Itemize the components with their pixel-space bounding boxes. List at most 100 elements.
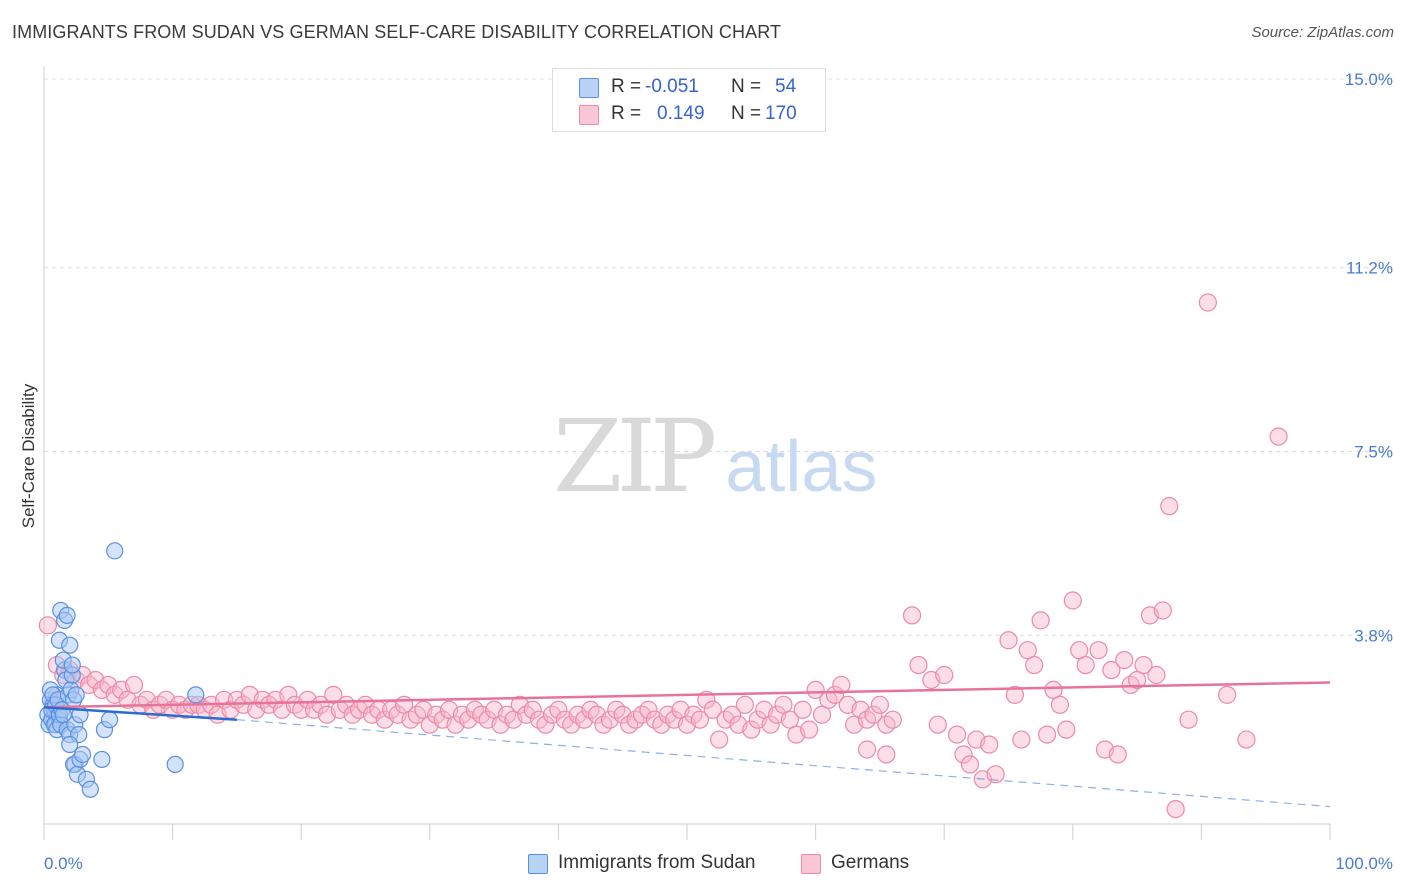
germans-point <box>857 740 877 759</box>
germans-point <box>800 720 819 739</box>
germans-point <box>1166 799 1185 819</box>
germans-point <box>1115 650 1134 670</box>
germans-point <box>883 710 902 729</box>
legend-r-value: -0.051 <box>645 76 699 97</box>
sudan-point <box>166 755 184 774</box>
bottom-legend-label-sudan: Immigrants from Sudan <box>558 852 756 873</box>
germans-point <box>1269 427 1288 446</box>
x-tick-label-max: 100.0% <box>1335 854 1393 873</box>
germans-point <box>954 745 973 764</box>
germans-point <box>864 705 883 724</box>
x-axis-ticks <box>43 824 1331 840</box>
germans-point <box>311 695 330 714</box>
germans-point <box>549 700 568 719</box>
y-axis-tick-labels: 3.8% 7.5% 11.2% 15.0% <box>1345 70 1393 645</box>
germans-point <box>986 765 1005 784</box>
germans-point <box>806 680 825 700</box>
sudan-points <box>39 542 205 798</box>
sudan-trend-extension <box>236 719 1331 808</box>
germans-point <box>928 715 947 734</box>
germans-point <box>761 715 780 734</box>
germans-point <box>1057 720 1076 739</box>
germans-point <box>960 755 980 774</box>
x-tick-label-min: 0.0% <box>44 854 83 873</box>
watermark-atlas: atlas <box>725 427 878 507</box>
watermark-zip: ZIP <box>553 398 717 515</box>
bottom-legend-swatch-sudan <box>528 854 548 874</box>
legend-r-label: R = <box>611 76 642 97</box>
chart-title: IMMIGRANTS FROM SUDAN VS GERMAN SELF-CAR… <box>12 22 782 42</box>
germans-point <box>1025 655 1044 675</box>
trend-lines <box>43 681 1331 808</box>
germans-point <box>902 606 922 625</box>
legend-n-value: 170 <box>765 103 797 124</box>
germans-point <box>1218 685 1237 704</box>
germans-point <box>877 745 896 764</box>
sudan-point <box>81 780 99 798</box>
source-label: Source: ZipAtlas.com <box>1251 24 1394 41</box>
germans-point <box>832 675 851 695</box>
germans-point <box>710 730 729 749</box>
sudan-trend-line <box>43 706 237 721</box>
germans-point <box>1108 745 1127 764</box>
sudan-point <box>61 735 79 754</box>
germans-point <box>1102 660 1121 680</box>
germans-point <box>536 715 555 734</box>
germans-point <box>793 700 812 719</box>
germans-point <box>1198 293 1217 312</box>
germans-point <box>980 735 999 754</box>
germans-point <box>947 725 967 744</box>
germans-point <box>935 665 954 685</box>
legend-row-sudan: R = -0.051 N = 54 <box>553 74 825 100</box>
germans-trend-line <box>43 681 1331 709</box>
germans-point <box>1134 655 1153 675</box>
germans-point <box>124 675 144 695</box>
germans-point <box>999 631 1018 650</box>
correlation-legend: R = -0.051 N = 54 R = 0.149 N = 170 <box>552 68 826 132</box>
legend-r-label: R = <box>611 103 642 124</box>
legend-n-label: N = <box>731 76 762 97</box>
germans-point <box>1179 710 1198 729</box>
germans-point <box>1050 695 1070 714</box>
legend-r-value: 0.149 <box>657 103 705 124</box>
germans-point <box>1012 730 1031 749</box>
sudan-point <box>106 542 124 560</box>
germans-points <box>38 293 1288 819</box>
germans-point <box>523 700 542 719</box>
sudan-point <box>58 606 76 625</box>
sudan-point <box>67 686 85 704</box>
sudan-point <box>61 636 79 654</box>
germans-point <box>639 700 658 719</box>
legend-n-value: 54 <box>775 76 797 97</box>
germans-point <box>690 710 709 729</box>
germans-point <box>38 616 57 635</box>
germans-point <box>1076 655 1095 675</box>
germans-point <box>722 705 742 724</box>
germans-point <box>1237 730 1256 749</box>
germans-point <box>1063 591 1082 610</box>
germans-point <box>1147 665 1166 685</box>
sudan-point <box>93 750 111 769</box>
bottom-legend-swatch-germans <box>801 854 821 874</box>
germans-point <box>1005 685 1025 704</box>
germans-point <box>742 720 761 739</box>
germans-point <box>909 655 928 675</box>
germans-point <box>1160 497 1179 516</box>
germans-point <box>703 700 722 719</box>
y-tick-label-3: 15.0% <box>1345 70 1393 89</box>
legend-row-germans: R = 0.149 N = 170 <box>553 101 825 127</box>
germans-point <box>825 685 844 704</box>
y-tick-label-0: 3.8% <box>1354 626 1393 645</box>
legend-n-label: N = <box>731 103 762 124</box>
grid-lines <box>44 78 1392 636</box>
watermark: ZIP atlas <box>553 398 877 515</box>
sudan-point <box>187 686 205 704</box>
germans-point <box>870 695 890 714</box>
legend-swatch-sudan <box>579 78 599 98</box>
germans-point <box>1153 601 1172 620</box>
legend-swatch-germans <box>579 105 599 125</box>
y-tick-label-1: 7.5% <box>1354 443 1393 462</box>
y-axis-title: Self-Care Disability <box>19 383 38 528</box>
sudan-point <box>63 656 81 674</box>
